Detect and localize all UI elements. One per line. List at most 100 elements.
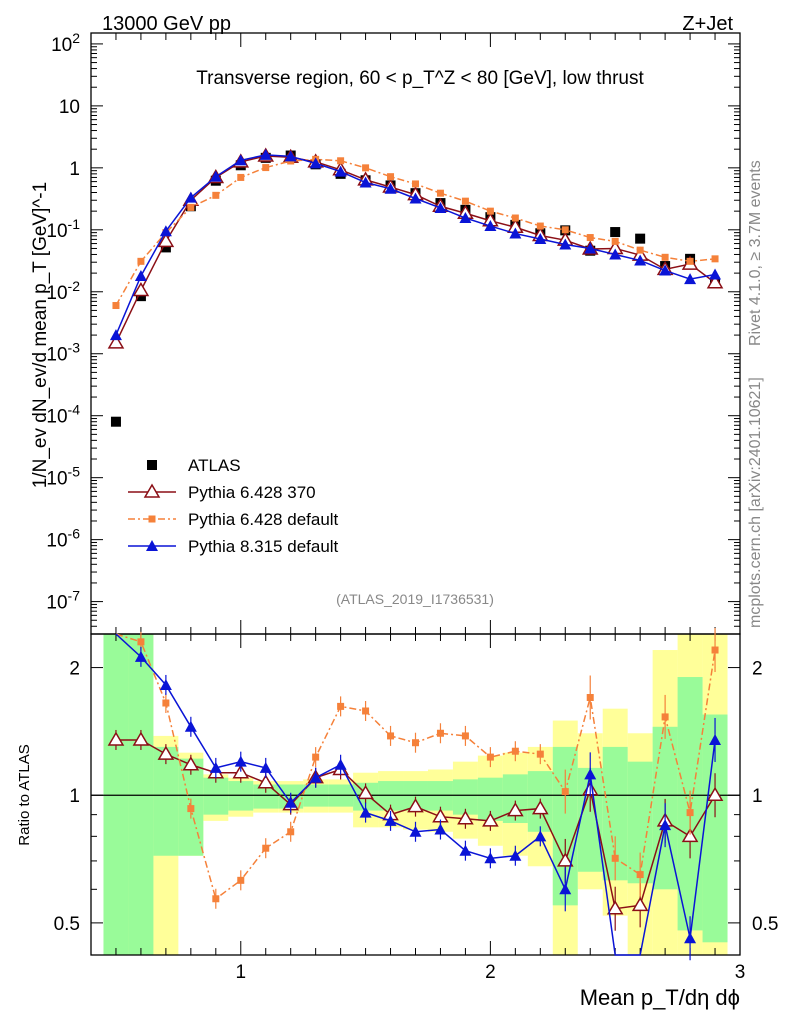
data-point bbox=[706, 274, 724, 289]
ratio-point bbox=[482, 812, 499, 827]
data-point bbox=[159, 225, 172, 237]
data-point bbox=[661, 253, 669, 261]
data-point bbox=[584, 242, 597, 254]
upper-y-axis-label: 1/N_ev dN_ev/d mean p_T [GeV]^-1 bbox=[30, 182, 51, 488]
ratio-point bbox=[509, 849, 522, 861]
data-point bbox=[659, 264, 672, 276]
data-point bbox=[459, 212, 472, 224]
y-tick-label: 10-6 bbox=[46, 526, 80, 552]
data-point bbox=[359, 176, 372, 188]
ratio-y-tick-label-right: 1 bbox=[752, 786, 763, 807]
data-point bbox=[634, 254, 647, 266]
analysis-watermark: (ATLAS_2019_I1736531) bbox=[336, 591, 494, 607]
ratio-point bbox=[162, 699, 170, 707]
ratio-point bbox=[484, 852, 497, 864]
legend-marker bbox=[147, 460, 157, 470]
data-point bbox=[559, 238, 572, 250]
ratio-point bbox=[359, 806, 372, 818]
ratio-y-tick-label-right: 2 bbox=[752, 659, 763, 680]
data-point bbox=[132, 281, 150, 297]
y-tick-label: 10-4 bbox=[46, 402, 80, 428]
data-point bbox=[112, 302, 120, 310]
series-pythia-8-315-default bbox=[109, 148, 722, 341]
ratio-point bbox=[209, 761, 222, 773]
ratio-point bbox=[611, 854, 619, 862]
ratio-point bbox=[157, 745, 175, 760]
data-point bbox=[209, 170, 222, 182]
upper-y-ticks: 102 10 1 10-1 10-2 10-3 10-4 10-5 10-6 10-7 bbox=[46, 30, 740, 635]
ratio-point bbox=[457, 810, 474, 825]
ratio-point bbox=[132, 731, 150, 746]
data-point bbox=[259, 148, 272, 160]
data-point bbox=[110, 416, 121, 427]
ratio-point bbox=[334, 758, 347, 770]
ratio-point bbox=[511, 747, 519, 755]
legend-marker bbox=[146, 540, 158, 551]
ratio-point bbox=[561, 788, 569, 796]
ratio-y-ticks: 0.5 0.5 1 1 2 2 bbox=[54, 659, 779, 935]
ratio-point bbox=[182, 756, 200, 771]
data-point bbox=[711, 255, 719, 263]
ratio-point bbox=[706, 786, 724, 801]
x-ticks: 1 2 3 bbox=[90, 33, 746, 983]
ratio-point bbox=[232, 764, 250, 779]
ratio-point bbox=[684, 932, 697, 944]
y-tick-label: 10-7 bbox=[46, 588, 80, 614]
data-point bbox=[561, 226, 569, 234]
ratio-point bbox=[586, 694, 594, 702]
ratio-point bbox=[407, 798, 424, 813]
ratio-point bbox=[532, 800, 549, 815]
x-axis-label: Mean p_T/dη dϕ bbox=[580, 985, 740, 1010]
green-band-bin bbox=[452, 779, 478, 815]
data-point bbox=[234, 154, 247, 166]
ratio-point bbox=[134, 650, 147, 662]
data-point bbox=[511, 214, 519, 222]
green-band-bin bbox=[128, 634, 154, 955]
ratio-point bbox=[384, 814, 397, 826]
legend-label: ATLAS bbox=[188, 456, 241, 475]
y-tick-label: 10 bbox=[59, 97, 80, 118]
ratio-point bbox=[187, 805, 195, 813]
data-point bbox=[534, 233, 547, 245]
series-pythia-6-428-default bbox=[112, 155, 719, 310]
ratio-point bbox=[137, 638, 145, 646]
ratio-pythia-6-428-default bbox=[115, 628, 719, 909]
data-point bbox=[187, 203, 195, 211]
data-point bbox=[157, 232, 175, 248]
legend-marker bbox=[143, 483, 161, 498]
data-point bbox=[237, 173, 245, 181]
ratio-point bbox=[362, 707, 370, 715]
data-point bbox=[586, 234, 594, 242]
data-point bbox=[160, 242, 171, 253]
data-point bbox=[536, 222, 544, 230]
data-point bbox=[107, 334, 125, 349]
data-point bbox=[686, 257, 694, 265]
ratio-point bbox=[536, 750, 544, 758]
data-point bbox=[610, 227, 621, 238]
ratio-point bbox=[459, 844, 472, 856]
y-tick-label: 1 bbox=[69, 159, 80, 180]
ratio-point bbox=[436, 729, 444, 737]
green-band-bin bbox=[203, 777, 229, 815]
x-tick-label: 3 bbox=[735, 962, 746, 983]
data-point bbox=[709, 268, 722, 280]
ratio-point bbox=[184, 720, 197, 732]
data-point bbox=[436, 189, 444, 197]
data-point bbox=[635, 233, 646, 244]
data-point bbox=[434, 201, 447, 213]
ratio-point bbox=[686, 809, 694, 817]
ratio-point bbox=[107, 731, 125, 746]
legend-label: Pythia 8.315 default bbox=[188, 537, 339, 556]
data-point bbox=[134, 269, 147, 281]
y-tick-label: 10-5 bbox=[46, 464, 80, 490]
green-band-bin bbox=[153, 746, 179, 856]
ratio-point bbox=[309, 771, 322, 783]
ratio-y-tick-label: 1 bbox=[69, 786, 80, 807]
ratio-point bbox=[461, 732, 469, 740]
ratio-uncertainty-bands bbox=[103, 634, 728, 955]
ratio-point bbox=[387, 732, 395, 740]
data-point bbox=[384, 182, 397, 194]
header-left-label: 13000 GeV pp bbox=[102, 13, 231, 35]
green-band-bin bbox=[103, 634, 129, 955]
data-point bbox=[461, 197, 469, 205]
